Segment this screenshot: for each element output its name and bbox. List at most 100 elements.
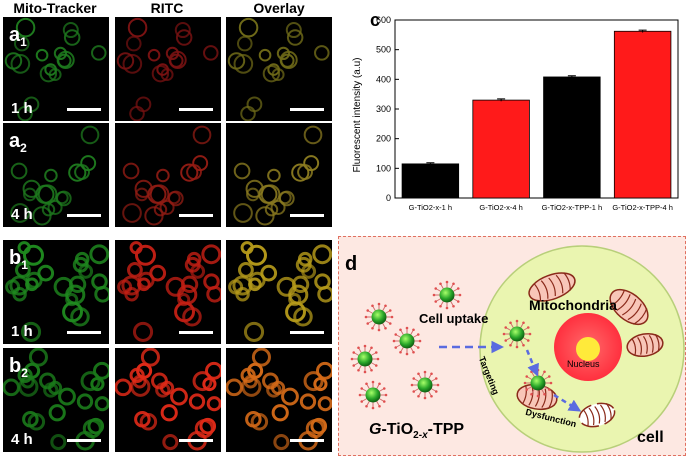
cell-outline — [233, 54, 254, 74]
cell-uptake-label: Cell uptake — [419, 311, 489, 326]
cell-outline — [72, 256, 89, 273]
cell-outline — [10, 54, 31, 74]
cell-outline — [235, 287, 250, 302]
cell-outline — [4, 52, 23, 70]
cell-outline — [122, 203, 142, 223]
scale-bar — [290, 439, 324, 442]
cell-outline — [94, 396, 109, 412]
cell-outline — [87, 417, 105, 435]
cell-outline — [291, 163, 310, 182]
cell-outline — [47, 199, 63, 215]
panel-d-label: d — [345, 253, 358, 275]
micrograph-b1-mito: b1 1 h — [3, 240, 109, 344]
bar-1 — [472, 99, 530, 199]
mitochondrion — [516, 383, 558, 411]
cell-outline — [192, 155, 209, 172]
x-tick-label: G-TiO2-x-4 h — [479, 203, 522, 212]
cell-outline — [258, 184, 278, 204]
time-label: 1 h — [11, 323, 33, 340]
cell-outline — [303, 371, 324, 392]
error-bar-2 — [567, 75, 576, 79]
nanoparticle — [502, 319, 532, 349]
x-tick-label: G-TiO2-x-TPP-1 h — [542, 203, 603, 212]
cell-outline — [28, 348, 48, 367]
cell-outline — [236, 35, 253, 52]
cell-outline — [205, 361, 221, 380]
micrograph-a2-mito: a2 4 h — [3, 123, 109, 227]
cell-outline — [149, 264, 167, 282]
mitochondrion — [609, 288, 649, 326]
cell-outline — [206, 285, 221, 303]
dysfunction-arrow — [553, 393, 582, 412]
cell-outline — [135, 96, 152, 113]
scale-bar — [67, 439, 101, 442]
cell-outline — [240, 367, 256, 383]
panel-c-label: c — [370, 10, 381, 30]
error-bar-3 — [638, 29, 647, 33]
cell-outline — [48, 404, 66, 422]
cell-outline — [50, 434, 67, 451]
scale-bar — [179, 214, 213, 217]
row-label: b1 — [9, 247, 28, 272]
cell-outline — [281, 387, 299, 406]
cell-outline — [310, 417, 328, 435]
cell-outline — [20, 321, 42, 342]
cell-outline — [23, 96, 40, 113]
cell-outline — [156, 168, 170, 183]
nanoparticle — [358, 380, 388, 410]
mitochondrion — [626, 332, 664, 358]
cell-outline — [58, 387, 76, 406]
cell-outline — [124, 287, 139, 302]
scale-bar — [290, 331, 324, 334]
cell-outline — [53, 46, 68, 61]
cell-outline — [314, 45, 330, 61]
cell-outline — [312, 244, 332, 265]
y-tick-label: 400 — [376, 74, 391, 84]
cell-outline — [55, 191, 69, 205]
bar-3 — [613, 30, 672, 199]
cell-outline — [246, 96, 263, 113]
cell-outline — [241, 376, 262, 397]
cell-outline — [317, 396, 332, 412]
cell-outline — [70, 307, 90, 327]
scale-bar — [67, 331, 101, 334]
cell-outline — [273, 434, 290, 451]
cell-outline — [160, 380, 175, 395]
cell-outline — [285, 22, 302, 39]
micrograph-a1-mito: a1 1 h — [3, 17, 109, 121]
cell-outline — [147, 48, 161, 62]
cell-outline — [258, 48, 272, 62]
micrograph-b2-overlay — [226, 348, 332, 452]
cell-outline — [168, 50, 187, 69]
column-header-overlay: Overlay — [253, 0, 305, 16]
cell-outline — [132, 321, 154, 342]
cell-outline — [165, 46, 180, 61]
cell-outline — [68, 275, 87, 294]
cell-outline — [15, 17, 36, 38]
cell-outline — [17, 367, 33, 383]
cell-outline — [116, 52, 135, 70]
micrograph-b1-ritc — [115, 240, 221, 344]
cell-outline — [115, 378, 132, 397]
cell-outline — [3, 378, 20, 397]
scale-bar — [179, 108, 213, 111]
scale-bar — [179, 331, 213, 334]
cell-outline — [134, 179, 153, 198]
cell-outline — [68, 163, 87, 182]
cell-outline — [291, 275, 310, 294]
micrograph-b2-ritc — [115, 348, 221, 452]
cell-outline — [162, 434, 179, 451]
cell-outline — [93, 361, 109, 380]
cell-outline — [22, 410, 39, 428]
time-label: 1 h — [11, 100, 33, 117]
cell-outline — [245, 179, 264, 198]
time-label: 4 h — [11, 206, 33, 223]
nanoparticle — [432, 280, 462, 310]
cell-outline — [35, 48, 49, 62]
cell-outline — [127, 17, 148, 38]
cell-outline — [175, 29, 193, 46]
cell-outline — [270, 199, 286, 215]
y-tick-label: 0 — [386, 193, 391, 203]
cell-outline — [130, 376, 151, 397]
cell-outline — [10, 203, 30, 223]
